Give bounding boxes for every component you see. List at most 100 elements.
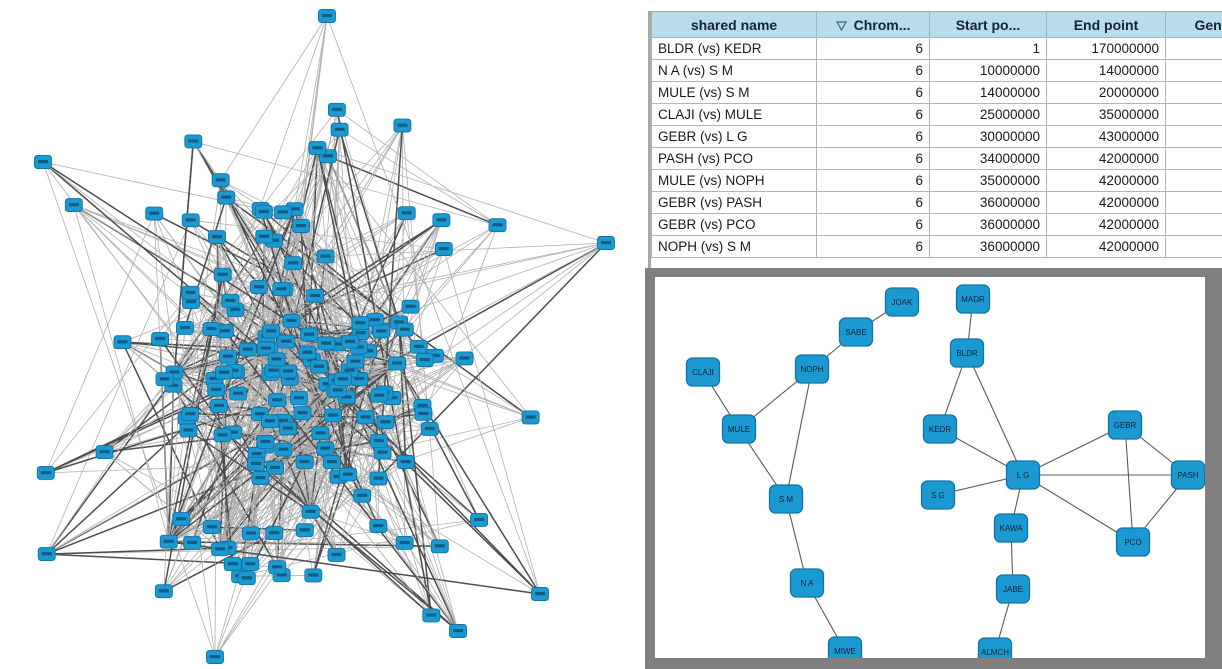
table-frame[interactable]: shared name Chrom... Start po... (648, 11, 1222, 268)
network-node[interactable] (284, 256, 303, 271)
cell-genetic[interactable]: 8.9 (1165, 191, 1222, 214)
network-node[interactable] (181, 407, 200, 421)
node-shape[interactable] (993, 513, 1029, 543)
column-header-start-point[interactable]: Start po... (929, 12, 1047, 38)
network-node[interactable] (184, 134, 203, 149)
network-node[interactable] (213, 267, 232, 282)
cell-shared_name[interactable]: GEBR (vs) PCO (651, 213, 817, 236)
network-node[interactable] (255, 229, 274, 244)
network-node[interactable] (202, 321, 221, 336)
cell-chromosome[interactable]: 6 (816, 37, 930, 60)
table-row[interactable]: PASH (vs) PCO6340000004200000011.4 (651, 147, 1222, 170)
cell-genetic[interactable]: 7.5 (1165, 81, 1222, 104)
table-row[interactable]: N A (vs) S M610000000140000006.6 (651, 59, 1222, 82)
network-node[interactable] (393, 118, 412, 133)
node-shape[interactable] (884, 287, 920, 317)
network-node[interactable] (372, 324, 391, 339)
subnetwork-node-JABE[interactable]: JABE (995, 574, 1031, 604)
table-body[interactable]: BLDR (vs) KEDR61170000000192.0N A (vs) S… (651, 37, 1222, 258)
full-network-panel[interactable] (0, 0, 645, 669)
node-shape[interactable] (721, 414, 757, 444)
network-node[interactable] (172, 512, 191, 527)
network-node[interactable] (266, 460, 284, 475)
node-shape[interactable] (838, 317, 874, 347)
node-shape[interactable] (955, 284, 991, 314)
column-header-chromosome[interactable]: Chrom... (816, 12, 930, 38)
network-node[interactable] (373, 445, 392, 460)
network-node[interactable] (278, 421, 297, 436)
cell-start_point[interactable]: 25000000 (929, 103, 1047, 126)
network-node[interactable] (324, 408, 343, 423)
network-node[interactable] (145, 206, 164, 221)
cell-end_point[interactable]: 35000000 (1046, 103, 1166, 126)
cell-chromosome[interactable]: 6 (816, 235, 930, 258)
cell-end_point[interactable]: 42000000 (1046, 235, 1166, 258)
network-node[interactable] (207, 382, 226, 397)
cell-shared_name[interactable]: MULE (vs) NOPH (651, 169, 817, 192)
network-node[interactable] (370, 388, 389, 403)
network-node[interactable] (211, 173, 230, 188)
cell-genetic[interactable]: 6.6 (1165, 59, 1222, 82)
network-node[interactable] (34, 155, 52, 169)
network-node[interactable] (282, 313, 301, 328)
network-node[interactable] (64, 198, 83, 213)
network-node[interactable] (597, 236, 615, 250)
subnetwork-node-PASH[interactable]: PASH (1170, 460, 1205, 490)
network-node[interactable] (316, 249, 335, 264)
cell-end_point[interactable]: 42000000 (1046, 213, 1166, 236)
cell-genetic[interactable]: 10.5 (1165, 169, 1222, 192)
subnetwork-node-SM[interactable]: S M (768, 484, 804, 514)
network-node[interactable] (154, 584, 173, 599)
network-node[interactable] (369, 471, 388, 486)
network-node[interactable] (434, 242, 453, 256)
subnetwork-node-KEDR[interactable]: KEDR (922, 414, 958, 444)
network-node[interactable] (251, 471, 270, 485)
network-node[interactable] (470, 512, 489, 527)
network-node[interactable] (311, 426, 330, 441)
node-shape[interactable] (789, 568, 825, 598)
cell-end_point[interactable]: 42000000 (1046, 169, 1166, 192)
cell-chromosome[interactable]: 6 (816, 169, 930, 192)
column-header-shared-name[interactable]: shared name (651, 12, 817, 38)
table-row[interactable]: BLDR (vs) KEDR61170000000192.0 (651, 37, 1222, 60)
network-node[interactable] (306, 288, 325, 303)
network-node[interactable] (256, 434, 275, 449)
table-row[interactable]: MULE (vs) NOPH6350000004200000010.5 (651, 169, 1222, 192)
cell-shared_name[interactable]: BLDR (vs) KEDR (651, 37, 817, 60)
subnetwork-node-GEBR[interactable]: GEBR (1107, 410, 1143, 440)
node-shape[interactable] (827, 636, 863, 658)
network-node[interactable] (455, 351, 474, 366)
network-node[interactable] (298, 345, 317, 360)
network-node[interactable] (289, 391, 308, 406)
network-node[interactable] (249, 280, 268, 295)
node-shape[interactable] (1170, 460, 1205, 490)
subnetwork-node-ALMCH[interactable]: ALMCH (977, 637, 1013, 658)
network-node[interactable] (277, 334, 296, 349)
network-node[interactable] (262, 324, 281, 339)
subnetwork-node-KAWA[interactable]: KAWA (993, 513, 1029, 543)
network-node[interactable] (261, 414, 279, 429)
network-node[interactable] (267, 352, 286, 367)
node-shape[interactable] (920, 480, 956, 510)
cell-chromosome[interactable]: 6 (816, 213, 930, 236)
network-node[interactable] (316, 441, 335, 456)
node-shape[interactable] (794, 354, 830, 384)
cell-chromosome[interactable]: 6 (816, 81, 930, 104)
subnetwork-node-CLAJI[interactable]: CLAJI (685, 357, 721, 387)
network-node[interactable] (395, 535, 414, 550)
subnetwork-node-MULE[interactable]: MULE (721, 414, 757, 444)
subnetwork-node-MIWE[interactable]: MIWE (827, 636, 863, 658)
network-node[interactable] (369, 433, 388, 448)
network-node[interactable] (268, 560, 287, 575)
subnetwork-node-JOAK[interactable]: JOAK (884, 287, 920, 317)
network-node[interactable] (330, 122, 349, 137)
column-header-genetic[interactable]: Genetic... (1165, 12, 1222, 38)
network-node[interactable] (274, 442, 293, 457)
node-shape[interactable] (1115, 527, 1151, 557)
network-node[interactable] (322, 455, 341, 469)
cell-end_point[interactable]: 170000000 (1046, 37, 1166, 60)
network-node[interactable] (301, 504, 320, 519)
network-node[interactable] (333, 372, 352, 387)
network-node[interactable] (376, 415, 395, 430)
